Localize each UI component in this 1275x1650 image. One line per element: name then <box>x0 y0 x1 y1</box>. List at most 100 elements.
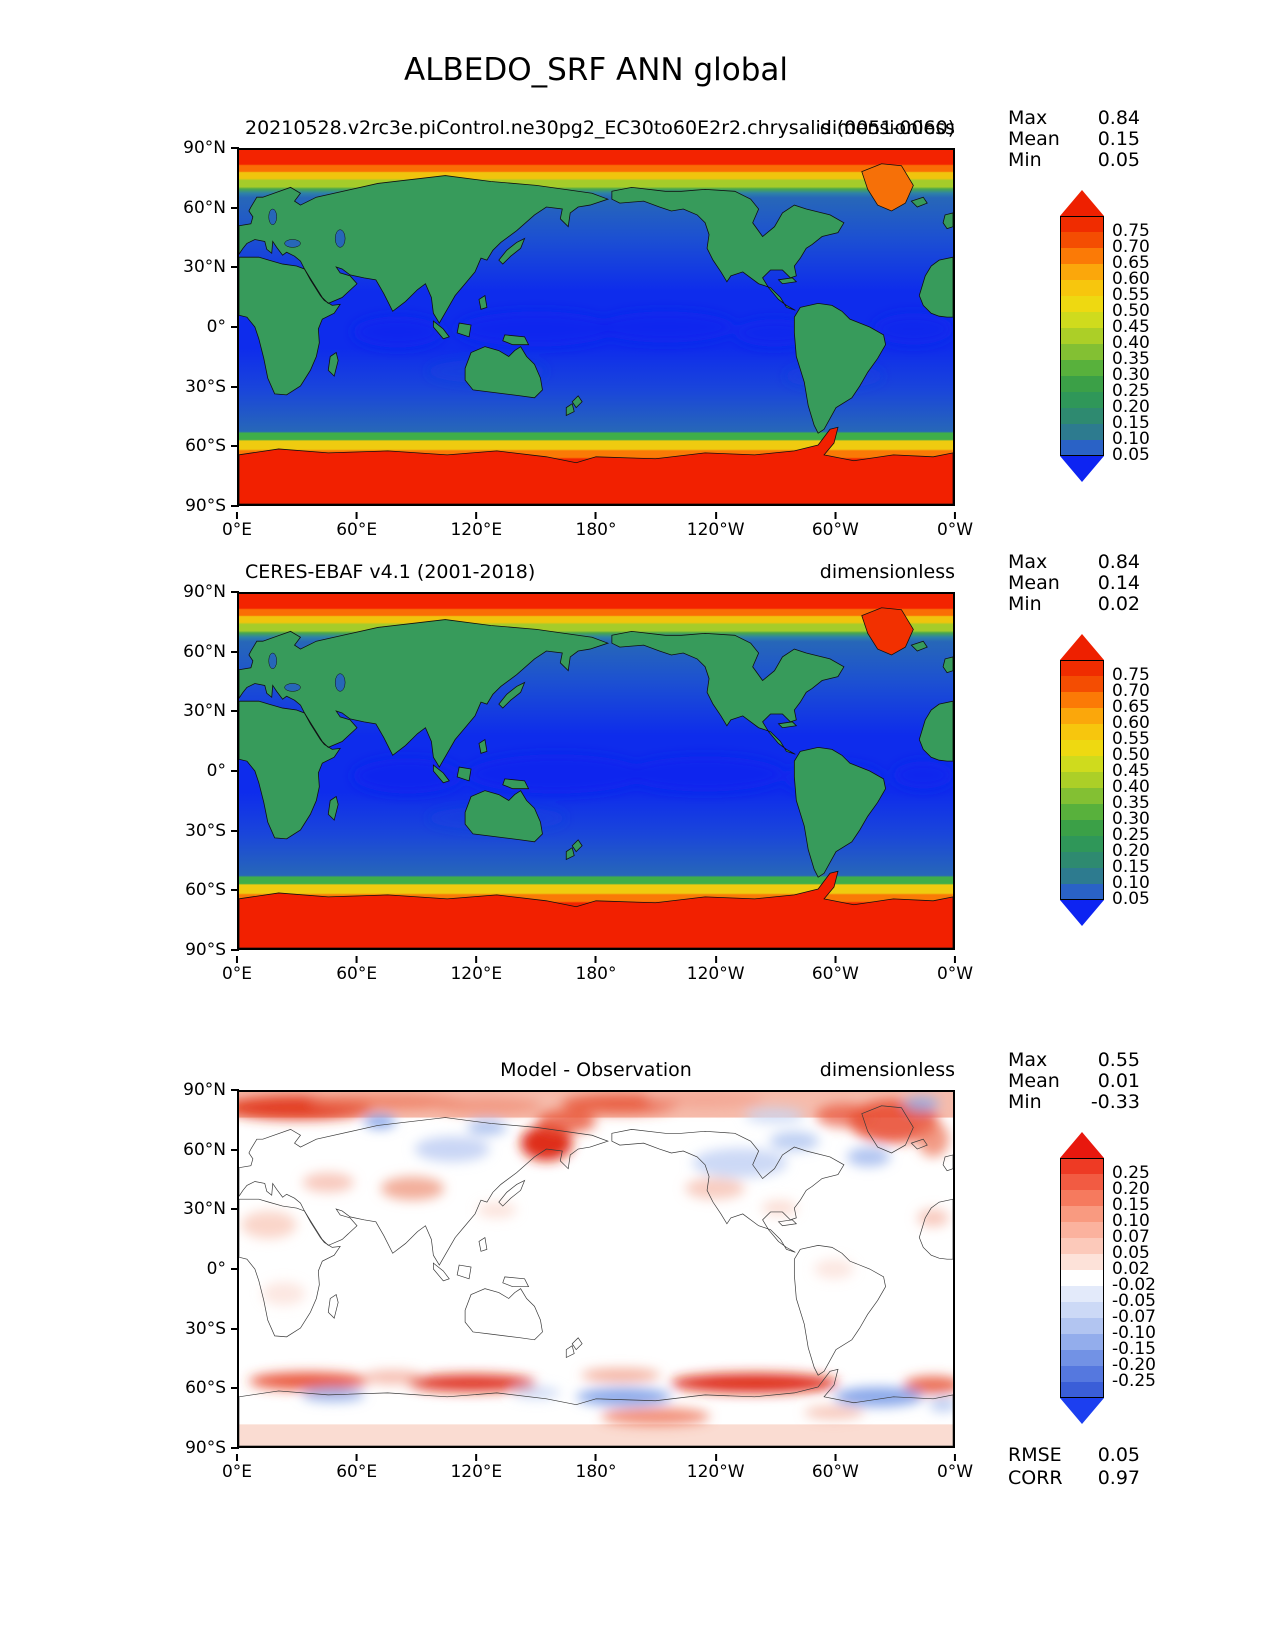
y-tick-label: 90°S <box>140 1437 226 1459</box>
colorbar-tick-label: 0.35 <box>1112 793 1150 813</box>
colorbar-segment <box>1060 440 1104 456</box>
panel-difference-units: dimensionless <box>819 1059 955 1081</box>
colorbar-segment <box>1060 190 1104 216</box>
x-tick-label: 120°W <box>686 964 745 984</box>
y-tick-label: 30°S <box>140 376 226 398</box>
colorbar-tick-label: 0.02 <box>1112 1259 1150 1279</box>
colorbar-tick-label: 0.25 <box>1112 1163 1150 1183</box>
y-tick-label: 60°S <box>140 1377 226 1399</box>
panel-model-subtitle: 20210528.v2rc3e.piControl.ne30pg2_EC30to… <box>245 117 956 139</box>
colorbar-segment <box>1060 264 1104 280</box>
colorbar-segment <box>1060 360 1104 376</box>
colorbar-tick-label: 0.05 <box>1112 889 1150 909</box>
colorbar-segment <box>1060 344 1104 360</box>
panel-observation-subtitle: CERES-EBAF v4.1 (2001-2018) <box>245 561 536 583</box>
stat-row: Mean 0.15 <box>1008 128 1140 150</box>
colorbar-tick-label: 0.30 <box>1112 365 1150 385</box>
deep-tropical-ocean-patches <box>353 311 953 388</box>
colorbar-tick-label: 0.05 <box>1112 1243 1150 1263</box>
y-tick-label: 60°N <box>140 641 226 663</box>
y-tick-label: 30°N <box>140 256 226 278</box>
colorbar-segment <box>1060 634 1104 660</box>
colorbar-segment <box>1060 1286 1104 1302</box>
colorbar-tick-label: 0.40 <box>1112 333 1150 353</box>
y-tick-label: 30°S <box>140 1318 226 1340</box>
colorbar-tick-label: 0.55 <box>1112 729 1150 749</box>
colorbar-tick-label: 0.70 <box>1112 237 1150 257</box>
colorbar-segment <box>1060 1334 1104 1350</box>
y-tick-label: 90°N <box>140 581 226 603</box>
stat-row: Max 0.84 <box>1008 551 1140 573</box>
x-tick-label: 120°E <box>450 964 503 984</box>
colorbar-segment <box>1060 1382 1104 1398</box>
y-tick-label: 60°N <box>140 1139 226 1161</box>
panel-model-colorbar <box>1060 190 1104 482</box>
colorbar-segment <box>1060 852 1104 868</box>
metric-row: RMSE 0.05 <box>1008 1444 1140 1466</box>
stat-row: Min 0.02 <box>1008 593 1140 615</box>
colorbar-tick-label: 0.05 <box>1112 445 1150 465</box>
colorbar-tick-label: 0.65 <box>1112 253 1150 273</box>
model-minus-obs-map <box>239 1092 953 1446</box>
panel-model-map <box>237 148 955 506</box>
y-tick-label: 60°S <box>140 435 226 457</box>
colorbar-tick-label: -0.05 <box>1112 1291 1156 1311</box>
colorbar-segment <box>1060 660 1104 676</box>
colorbar-tick-label: 0.50 <box>1112 745 1150 765</box>
colorbar-tick-label: 0.40 <box>1112 777 1150 797</box>
colorbar-segment <box>1060 772 1104 788</box>
colorbar-segment <box>1060 900 1104 926</box>
colorbar-segment <box>1060 232 1104 248</box>
colorbar-tick-label: -0.07 <box>1112 1307 1156 1327</box>
colorbar-segment <box>1060 1318 1104 1334</box>
panel-observation-stats: Max 0.84 Mean 0.14 Min 0.02 <box>1008 552 1140 615</box>
colorbar-segment <box>1060 692 1104 708</box>
panel-model-stats: Max 0.84 Mean 0.15 Min 0.05 <box>1008 108 1140 171</box>
x-tick-label: 0°W <box>936 520 974 540</box>
panel-difference-subtitle: Model - Observation <box>500 1059 692 1081</box>
metric-row: CORR 0.97 <box>1008 1467 1140 1489</box>
x-tick-label: 0°W <box>936 1462 974 1482</box>
y-tick-label: 0° <box>140 1258 226 1280</box>
stat-row: Max 0.84 <box>1008 107 1140 129</box>
colorbar-segment <box>1060 1350 1104 1366</box>
x-tick-label: 120°W <box>686 520 745 540</box>
colorbar-tick-label: 0.70 <box>1112 681 1150 701</box>
x-tick-label: 180° <box>575 1462 617 1482</box>
colorbar-tick-label: 0.30 <box>1112 809 1150 829</box>
panel-difference-y-axis: 90°N 60°N 30°N 0° 30°S 60°S 90°S <box>140 1079 226 1459</box>
colorbar-segment <box>1060 392 1104 408</box>
colorbar-tick-label: 0.75 <box>1112 665 1150 685</box>
colorbar-tick-label: 0.55 <box>1112 285 1150 305</box>
colorbar-tick-label: -0.25 <box>1112 1371 1156 1391</box>
colorbar-tick-label: -0.02 <box>1112 1275 1156 1295</box>
x-tick-label: 180° <box>575 520 617 540</box>
panel-model-x-axis: 0°E 60°E 120°E 180° 120°W 60°W 0°W <box>222 514 973 540</box>
colorbar-tick-label: 0.20 <box>1112 397 1150 417</box>
colorbar-segment <box>1060 424 1104 440</box>
panel-difference-colorbar <box>1060 1132 1104 1424</box>
stat-row: Min 0.05 <box>1008 149 1140 171</box>
colorbar-segment <box>1060 804 1104 820</box>
colorbar-segment <box>1060 1206 1104 1222</box>
colorbar-segment <box>1060 1174 1104 1190</box>
x-tick-label: 0°E <box>221 1462 253 1482</box>
colorbar-tick-label: 0.15 <box>1112 1195 1150 1215</box>
colorbar-tick-label: -0.20 <box>1112 1355 1156 1375</box>
panel-difference-map <box>237 1090 955 1448</box>
stat-row: Mean 0.14 <box>1008 572 1140 594</box>
x-tick-label: 0°W <box>936 964 974 984</box>
y-tick-label: 90°S <box>140 495 226 517</box>
model-albedo-map <box>239 150 953 504</box>
colorbar-segment <box>1060 376 1104 392</box>
x-tick-label: 0°E <box>221 964 253 984</box>
x-tick-label: 60°W <box>811 964 859 984</box>
colorbar-tick-label: 0.60 <box>1112 269 1150 289</box>
obs-albedo-map <box>239 594 953 948</box>
colorbar-tick-label: 0.10 <box>1112 873 1150 893</box>
stat-row: Max 0.55 <box>1008 1049 1140 1071</box>
colorbar-segment <box>1060 328 1104 344</box>
y-tick-label: 90°S <box>140 939 226 961</box>
x-tick-label: 60°W <box>811 520 859 540</box>
colorbar-tick-label: 0.75 <box>1112 221 1150 241</box>
